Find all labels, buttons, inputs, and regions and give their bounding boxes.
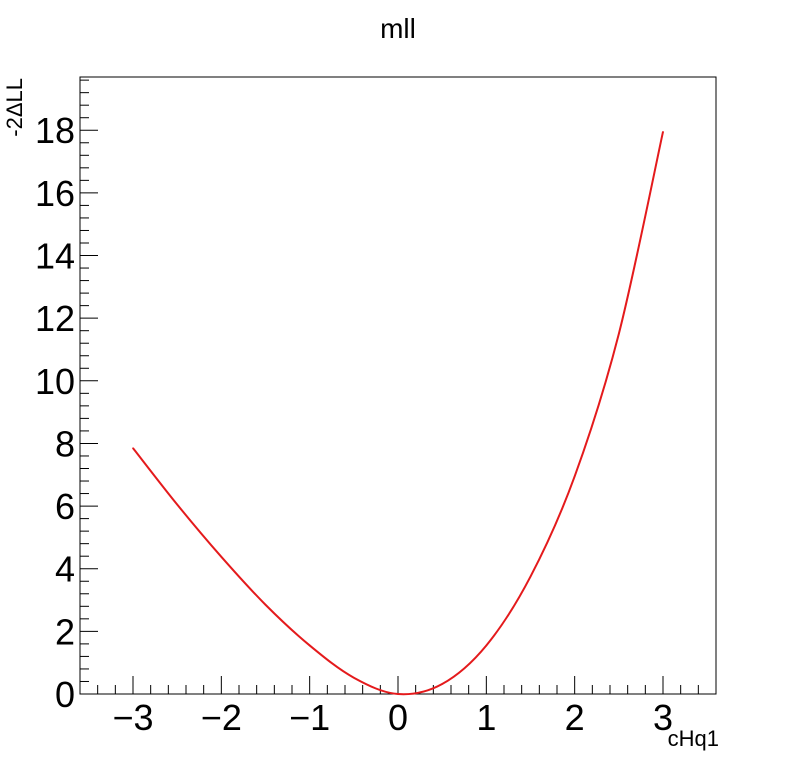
x-tick-label: 2: [565, 697, 585, 738]
series-point: [441, 683, 443, 685]
x-axis-tick-labels: −3 −2 −1 0 1 2 3: [112, 697, 673, 738]
x-axis-label: cHq1: [668, 726, 719, 751]
x-tick-label: 0: [388, 697, 408, 738]
y-tick-label: 2: [55, 611, 75, 652]
y-axis-ticks: [80, 79, 98, 695]
series-point: [485, 644, 488, 647]
series-point: [132, 447, 134, 449]
series-point: [618, 333, 620, 335]
series-point: [353, 676, 355, 679]
plot-frame: [79, 76, 717, 695]
y-tick-label: 0: [55, 674, 75, 715]
series-point: [176, 503, 178, 506]
plot-border: [79, 76, 717, 695]
series-point: [529, 575, 532, 578]
y-tick-label: 10: [35, 361, 75, 402]
y-axis-label: -2ΔLL: [2, 78, 27, 137]
x-tick-label: −2: [201, 697, 242, 738]
series-point: [308, 644, 311, 647]
series-point: [662, 131, 664, 133]
y-tick-label: 4: [55, 549, 75, 590]
series-line: [132, 131, 664, 696]
chart-title: mll: [380, 13, 416, 44]
y-tick-label: 12: [35, 298, 75, 339]
x-tick-label: −1: [289, 697, 330, 738]
series-point: [397, 693, 399, 695]
series-layer: [132, 131, 664, 696]
y-tick-label: 6: [55, 486, 75, 527]
x-tick-label: 3: [653, 697, 673, 738]
series-point: [573, 475, 576, 478]
y-tick-label: 14: [35, 236, 75, 277]
y-tick-label: 16: [35, 173, 75, 214]
x-tick-label: −3: [112, 697, 153, 738]
series-point: [220, 556, 223, 558]
series-point: [264, 603, 267, 606]
y-axis-tick-labels: 0 2 4 6 8 10 12 14 16 18: [35, 110, 75, 715]
y-tick-label: 8: [55, 423, 75, 464]
y-tick-label: 18: [35, 110, 75, 151]
x-tick-label: 1: [476, 697, 496, 738]
x-axis-ticks: [79, 676, 717, 694]
